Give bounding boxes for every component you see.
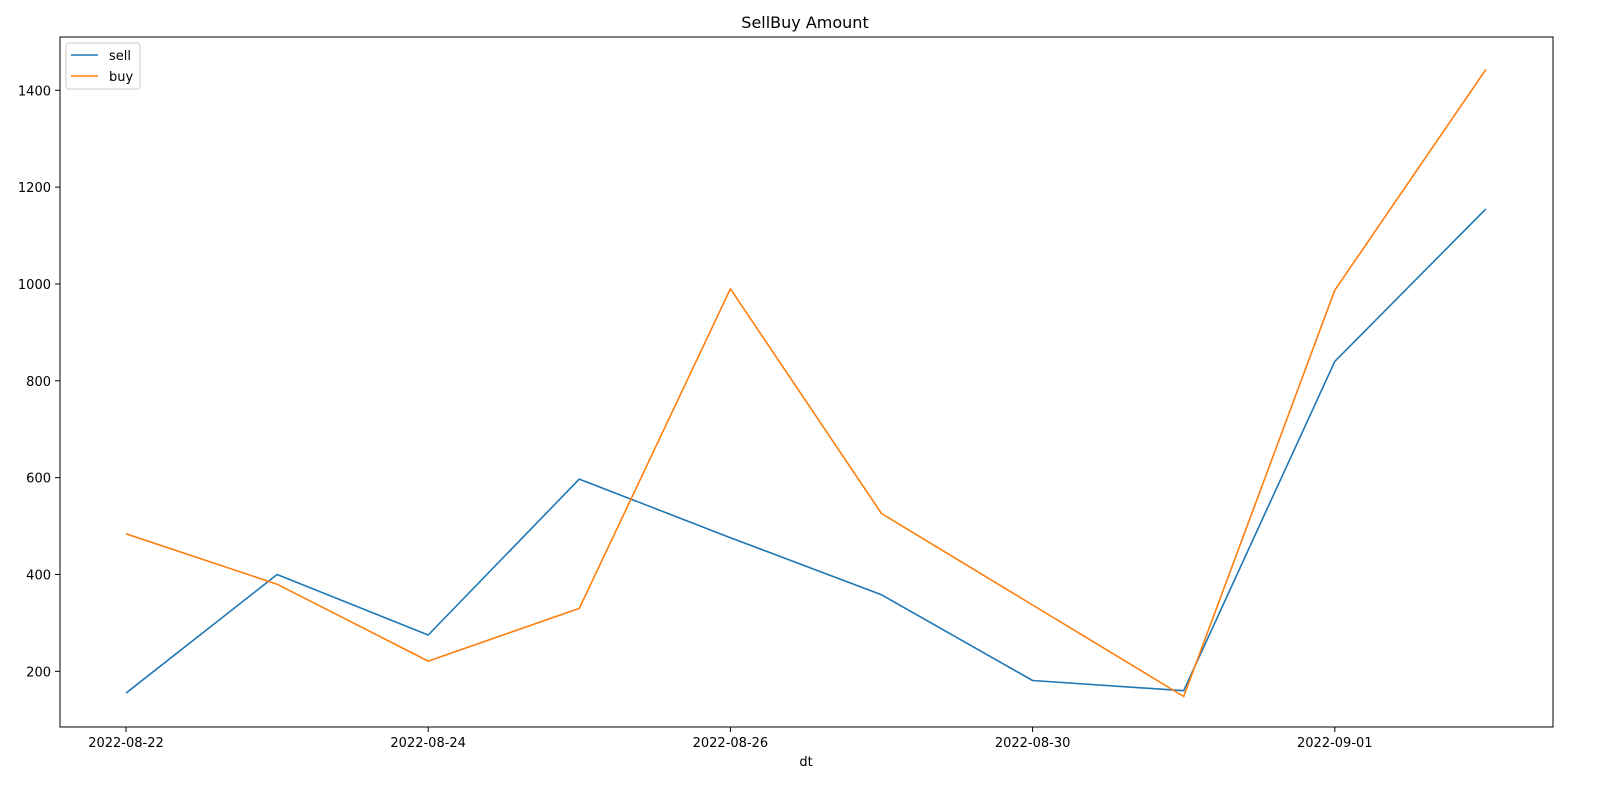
y-tick-label: 1400 xyxy=(18,84,51,99)
y-tick-label: 600 xyxy=(26,472,51,487)
y-tick-label: 800 xyxy=(26,375,51,390)
x-tick-label: 2022-08-30 xyxy=(995,736,1071,751)
legend-label-buy: buy xyxy=(109,70,133,85)
x-tick-label: 2022-08-24 xyxy=(390,736,466,751)
legend: sell buy xyxy=(65,42,141,90)
x-axis-label: dt xyxy=(799,755,812,770)
series-line-buy xyxy=(125,68,1487,698)
chart-title: SellBuy Amount xyxy=(741,13,868,32)
series-line-sell xyxy=(125,208,1487,694)
x-tick-label: 2022-09-01 xyxy=(1297,736,1373,751)
legend-label-sell: sell xyxy=(109,49,131,64)
y-tick-label: 1000 xyxy=(18,278,51,293)
y-tick-label: 400 xyxy=(26,568,51,583)
y-axis: 200 400 600 800 1000 1200 1400 xyxy=(18,84,60,680)
y-tick-label: 1200 xyxy=(18,181,51,196)
y-tick-label: 200 xyxy=(26,665,51,680)
x-axis: 2022-08-22 2022-08-24 2022-08-26 2022-08-30… xyxy=(88,727,1373,751)
x-tick-label: 2022-08-22 xyxy=(88,736,164,751)
plot-area xyxy=(59,36,1554,728)
series-layer xyxy=(125,68,1487,698)
x-tick-label: 2022-08-26 xyxy=(693,736,769,751)
